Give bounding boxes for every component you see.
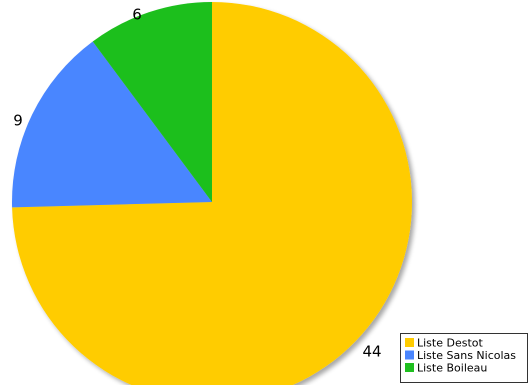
legend-swatch-liste-destot xyxy=(405,338,414,347)
value-labels: 44 9 6 xyxy=(13,6,381,361)
value-label-liste-sans-nicolas: 9 xyxy=(13,112,23,130)
pie-slice-liste-boileau[interactable] xyxy=(92,2,212,202)
pie-slice-liste-destot[interactable] xyxy=(12,2,412,385)
legend-label-liste-boileau: Liste Boileau xyxy=(417,362,487,375)
legend-swatch-liste-sans-nicolas xyxy=(405,350,414,360)
value-label-liste-destot: 44 xyxy=(362,343,381,361)
legend-label-liste-destot: Liste Destot xyxy=(417,337,484,350)
pie-slices xyxy=(11,2,412,385)
value-label-liste-boileau: 6 xyxy=(132,6,142,24)
legend-box xyxy=(400,333,528,383)
pie-slice-liste-sans-nicolas[interactable] xyxy=(11,41,212,208)
legend-label-liste-sans-nicolas: Liste Sans Nicolas xyxy=(417,349,516,362)
legend-swatch-liste-boileau xyxy=(405,363,414,372)
